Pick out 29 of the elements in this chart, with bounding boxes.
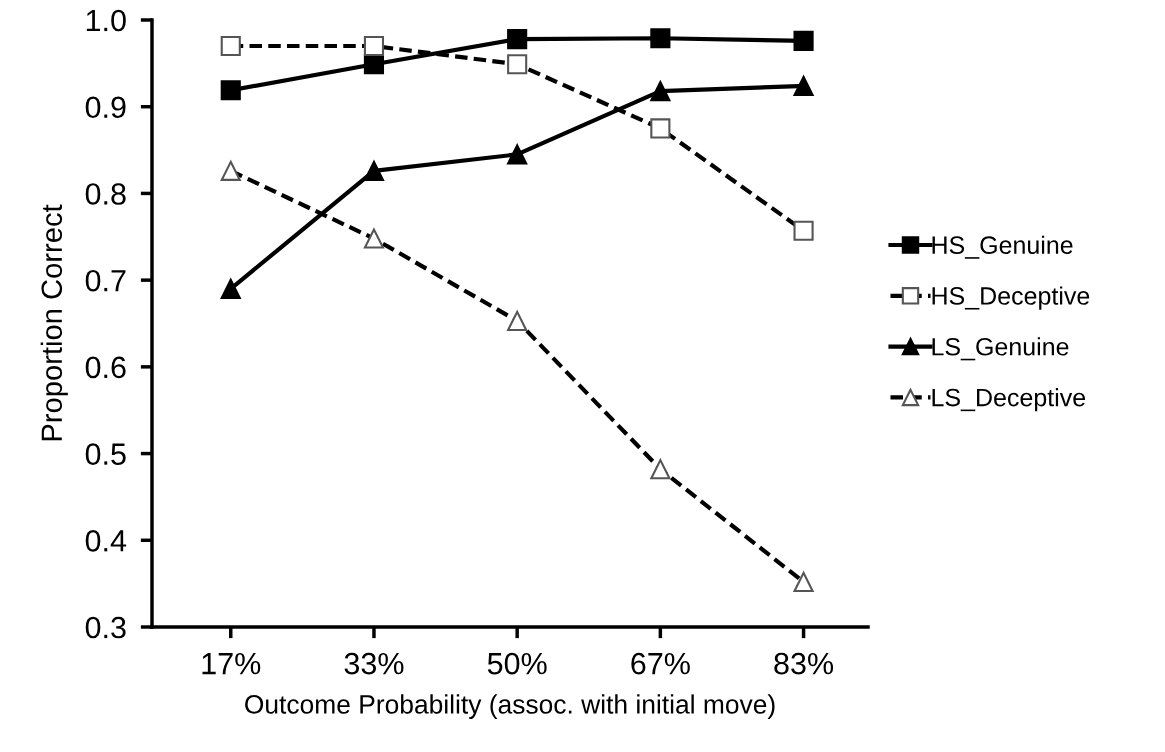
point [650, 81, 671, 102]
legend-label: LS_Deceptive [932, 388, 1086, 412]
point [793, 75, 814, 96]
point [793, 30, 814, 51]
y-tick-label: 1.0 [86, 9, 126, 32]
y-axis-title: Proportion Correct [40, 204, 68, 441]
y-tick-label: 0.6 [85, 356, 126, 379]
legend-label: LS_Genuine [932, 337, 1069, 361]
point [363, 160, 385, 181]
y-tick-label: 0.5 [85, 443, 126, 465]
y-tick-label: 0.7 [85, 269, 126, 292]
x-tick-label: 17% [202, 652, 261, 675]
x-tick-label: 50% [487, 652, 547, 675]
x-axis-title: Outcome Probability (assoc. with initial move) [245, 694, 775, 719]
legend-label: HS_Genuine [932, 235, 1073, 259]
y-tick-label: 0.4 [85, 530, 127, 552]
point [507, 29, 528, 50]
x-tick-label: 83% [774, 652, 834, 675]
point [363, 54, 385, 75]
point [220, 80, 241, 101]
y-tick-label: 0.3 [85, 616, 126, 639]
point [220, 278, 241, 299]
point [507, 144, 528, 165]
legend-label: HS_Deceptive [932, 286, 1090, 310]
point [650, 28, 671, 49]
y-tick-label: 0.9 [85, 96, 126, 119]
x-tick-label: 67% [631, 652, 690, 675]
y-tick-label: 0.8 [85, 183, 126, 205]
x-tick-label: 33% [344, 652, 404, 675]
